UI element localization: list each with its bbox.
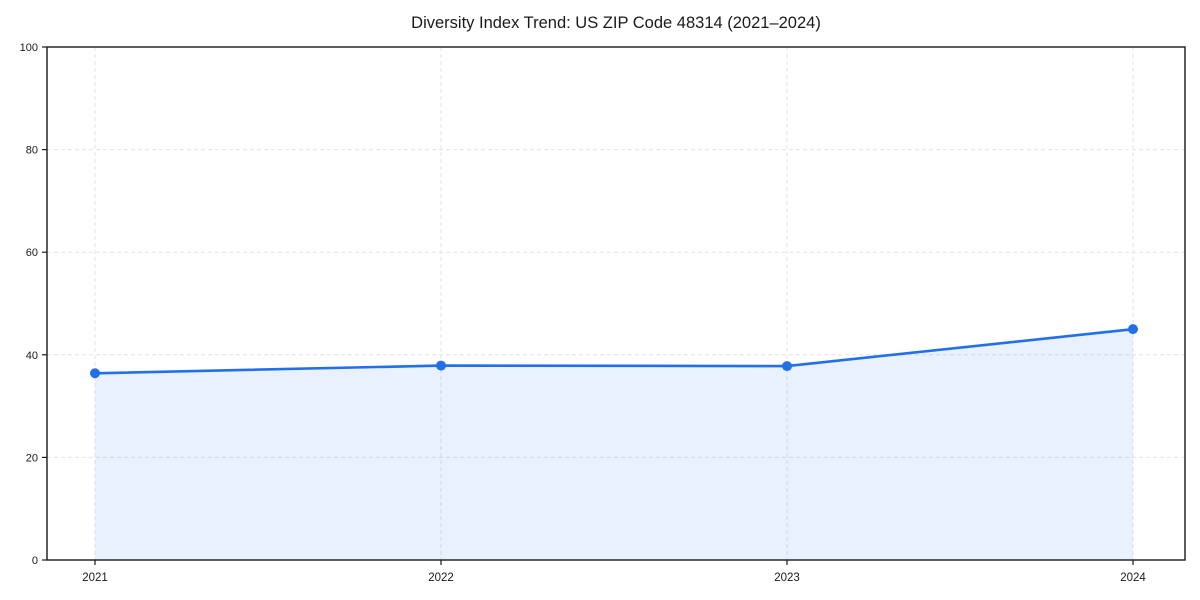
y-tick-label: 20 <box>26 452 38 464</box>
y-tick-label: 0 <box>32 555 38 567</box>
x-tick-label: 2021 <box>82 572 108 584</box>
chart-title: Diversity Index Trend: US ZIP Code 48314… <box>411 14 821 32</box>
y-tick-label: 100 <box>20 42 38 54</box>
data-point <box>90 368 100 379</box>
trend-line <box>93 327 1135 375</box>
data-point <box>1128 324 1138 335</box>
axis-spine <box>46 46 1186 561</box>
y-tick-label: 80 <box>26 145 38 157</box>
data-point <box>436 360 446 371</box>
data-point <box>782 361 792 372</box>
x-tick-label: 2024 <box>1120 572 1146 584</box>
x-tick-label: 2022 <box>428 572 454 584</box>
x-tick-label: 2023 <box>774 572 800 584</box>
area-fill <box>95 329 1133 560</box>
y-tick-label: 40 <box>26 350 38 362</box>
plot-layers: 0 20 40 60 80 100 2021 2022 2023 2024 <box>20 42 1186 584</box>
y-tick-label: 60 <box>26 247 38 259</box>
